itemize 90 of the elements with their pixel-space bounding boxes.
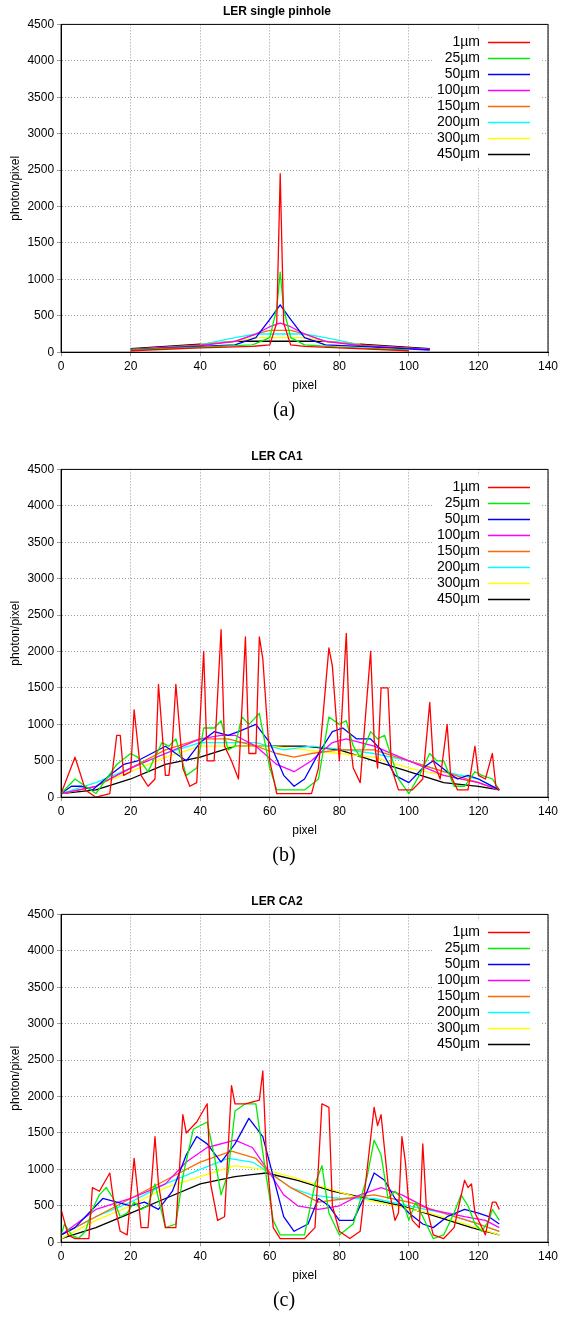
y-tick-label: 3500 xyxy=(27,534,55,549)
x-tick-label: 20 xyxy=(123,358,138,373)
y-tick-label: 2500 xyxy=(27,607,55,622)
x-tick-label: 0 xyxy=(57,358,65,373)
x-tick-label: 20 xyxy=(123,803,138,818)
y-tick-label: 3000 xyxy=(27,125,55,140)
x-tick-label: 100 xyxy=(398,1248,420,1263)
legend-label: 25µm xyxy=(444,494,480,511)
x-tick-label: 80 xyxy=(332,358,347,373)
legend-label: 50µm xyxy=(444,65,480,82)
y-tick-label: 1000 xyxy=(27,271,55,286)
x-tick-label: 60 xyxy=(263,358,277,373)
legend-label: 300µm xyxy=(436,1019,480,1036)
legend-label: 1µm xyxy=(452,478,480,495)
x-tick-label: 140 xyxy=(537,358,559,373)
legend-label: 100µm xyxy=(436,526,480,543)
x-tick-label: 0 xyxy=(57,1248,65,1263)
text: (b) xyxy=(271,842,297,867)
chart-title: LER CA2 xyxy=(251,893,303,908)
y-tick-label: 1500 xyxy=(27,680,55,695)
legend-label: 100µm xyxy=(436,81,480,98)
legend-label: 1µm xyxy=(452,923,480,940)
y-tick-label: 2500 xyxy=(27,162,55,177)
y-tick-label: 0 xyxy=(47,789,55,804)
y-tick-label: 4500 xyxy=(27,16,55,31)
y-tick-label: 3500 xyxy=(27,979,55,994)
x-tick-label: 100 xyxy=(398,358,420,373)
x-tick-label: 140 xyxy=(537,1248,559,1263)
y-tick-label: 1000 xyxy=(27,716,55,731)
y-tick-label: 1500 xyxy=(27,1125,55,1140)
legend-label: 200µm xyxy=(436,1003,480,1020)
legend-label: 100µm xyxy=(436,971,480,988)
legend-label: 300µm xyxy=(436,129,480,146)
legend-label: 450µm xyxy=(436,145,480,162)
y-axis-title: photon/pixel xyxy=(7,155,22,221)
x-axis-title: pixel xyxy=(292,823,317,838)
y-tick-label: 3000 xyxy=(27,570,55,585)
x-tick-label: 20 xyxy=(123,1248,138,1263)
y-tick-label: 4500 xyxy=(27,906,55,921)
x-tick-label: 0 xyxy=(57,803,65,818)
legend-label: 25µm xyxy=(444,939,480,956)
x-tick-label: 80 xyxy=(332,1248,347,1263)
legend-label: 450µm xyxy=(436,590,480,607)
legend-label: 200µm xyxy=(436,113,480,130)
text: (c) xyxy=(271,1287,297,1313)
x-axis-title: pixel xyxy=(292,1268,317,1283)
legend-label: 150µm xyxy=(436,97,480,114)
x-tick-label: 40 xyxy=(193,358,208,373)
x-axis-title: pixel xyxy=(292,378,317,393)
y-tick-label: 4500 xyxy=(27,461,55,476)
x-tick-label: 60 xyxy=(263,803,277,818)
chart-title: LER CA1 xyxy=(251,448,303,463)
legend-label: 150µm xyxy=(436,987,480,1004)
y-tick-label: 3000 xyxy=(27,1015,55,1030)
y-tick-label: 2000 xyxy=(27,198,55,213)
y-tick-label: 500 xyxy=(34,308,55,323)
x-tick-label: 80 xyxy=(332,803,347,818)
legend-label: 50µm xyxy=(444,955,480,972)
y-tick-label: 0 xyxy=(47,344,55,359)
x-tick-label: 60 xyxy=(263,1248,277,1263)
chart-title: LER single pinhole xyxy=(222,3,332,18)
y-tick-label: 2500 xyxy=(27,1052,55,1067)
x-tick-label: 40 xyxy=(193,803,208,818)
y-axis-title: photon/pixel xyxy=(7,600,22,666)
legend-label: 50µm xyxy=(444,510,480,527)
y-tick-label: 2000 xyxy=(27,643,55,658)
legend-label: 300µm xyxy=(436,574,480,591)
y-tick-label: 1000 xyxy=(27,1161,55,1176)
y-tick-label: 4000 xyxy=(27,53,55,68)
x-tick-label: 120 xyxy=(468,803,489,818)
x-tick-label: 120 xyxy=(468,358,489,373)
y-tick-label: 0 xyxy=(47,1234,55,1249)
x-tick-label: 100 xyxy=(398,803,420,818)
legend-label: 25µm xyxy=(444,49,480,66)
y-axis-title: photon/pixel xyxy=(7,1045,22,1111)
legend-label: 450µm xyxy=(436,1035,480,1052)
y-tick-label: 4000 xyxy=(27,943,55,958)
legend-label: 200µm xyxy=(436,558,480,575)
legend-label: 1µm xyxy=(452,33,480,50)
y-tick-label: 500 xyxy=(34,753,55,768)
y-tick-label: 4000 xyxy=(27,498,55,513)
y-tick-label: 500 xyxy=(34,1198,55,1213)
x-tick-label: 120 xyxy=(468,1248,489,1263)
y-tick-label: 2000 xyxy=(27,1088,55,1103)
text: (a) xyxy=(271,397,297,423)
x-tick-label: 140 xyxy=(537,803,559,818)
x-tick-label: 40 xyxy=(193,1248,208,1263)
y-tick-label: 3500 xyxy=(27,89,55,104)
y-tick-label: 1500 xyxy=(27,235,55,250)
legend-label: 150µm xyxy=(436,542,480,559)
